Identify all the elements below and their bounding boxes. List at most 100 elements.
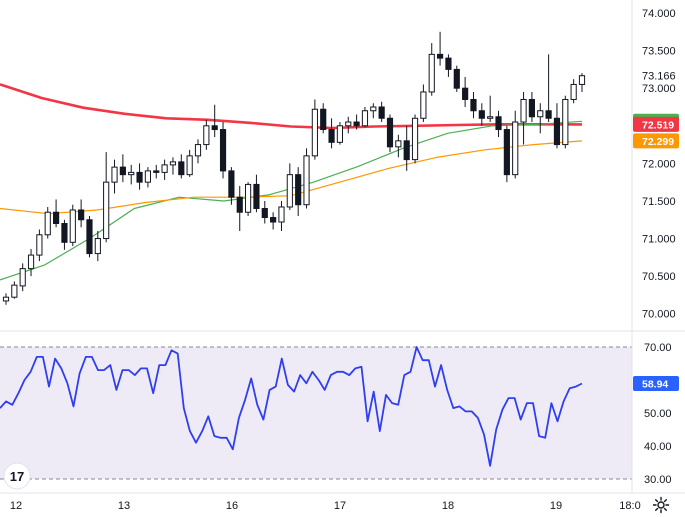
rsi-tick-label: 70.00 xyxy=(644,342,672,354)
rsi-tick-label: 50.00 xyxy=(644,408,672,420)
candle-up xyxy=(311,108,318,157)
candle-down xyxy=(219,129,227,172)
settings-gear-icon[interactable] xyxy=(652,496,670,514)
candle-up xyxy=(169,161,177,166)
price-tick-label: 73.500 xyxy=(642,46,676,58)
candle-down xyxy=(136,171,143,183)
price-tick-label: 70.500 xyxy=(642,271,676,283)
candle-down xyxy=(328,129,335,143)
candle-down xyxy=(445,57,452,70)
candle-down xyxy=(528,98,536,118)
candle-down xyxy=(320,108,327,131)
candle-down xyxy=(436,53,444,59)
candle-up xyxy=(94,238,101,255)
candle-up xyxy=(286,174,293,208)
candle-down xyxy=(228,170,235,198)
candle-down xyxy=(386,117,394,148)
candle-up xyxy=(395,140,402,148)
candle-up xyxy=(2,296,10,302)
candle-up xyxy=(161,164,168,173)
candle-down xyxy=(495,116,502,131)
candle-up xyxy=(244,183,252,213)
price-badge-label: 72.519 xyxy=(642,119,674,131)
time-tick-label: 19 xyxy=(550,500,562,512)
price-tick-label: 72.000 xyxy=(642,158,676,170)
time-tick-label: 18:0 xyxy=(619,500,640,512)
price-tick-label: 73.000 xyxy=(642,83,676,95)
candle-up xyxy=(336,125,344,143)
price-tick-label: 70.000 xyxy=(642,309,676,321)
candle-down xyxy=(378,106,385,119)
candle-down xyxy=(153,170,160,173)
candle-up xyxy=(487,116,494,119)
candle-down xyxy=(236,196,243,213)
candle-down xyxy=(353,121,360,127)
candle-up xyxy=(570,83,577,100)
candle-up xyxy=(278,206,285,223)
candle-up xyxy=(103,181,110,240)
candle-up xyxy=(512,121,519,176)
time-tick-label: 16 xyxy=(226,500,238,512)
candle-up xyxy=(69,209,76,243)
time-axis: 12 13 16 17 18 19 18:0 xyxy=(10,500,641,512)
candle-down xyxy=(478,110,485,119)
candle-up xyxy=(411,117,419,161)
candle-down xyxy=(178,161,185,176)
price-badge-label: 72.299 xyxy=(642,136,674,148)
candle-down xyxy=(52,211,60,225)
time-tick-label: 18 xyxy=(442,500,454,512)
candle-down xyxy=(61,223,68,243)
time-tick-label: 12 xyxy=(10,500,22,512)
candle-up xyxy=(370,106,377,112)
candle-up xyxy=(203,125,210,146)
candle-up xyxy=(111,166,118,183)
candle-down xyxy=(253,183,260,209)
candle-down xyxy=(545,110,552,119)
candle-down xyxy=(86,219,93,255)
candle-down xyxy=(270,216,277,223)
candle-up xyxy=(194,144,202,157)
candle-up xyxy=(44,211,51,236)
candle-up xyxy=(36,234,43,256)
candles xyxy=(2,31,586,305)
candle-down xyxy=(211,125,218,131)
candle-up xyxy=(128,171,135,176)
candle-down xyxy=(462,87,469,100)
time-tick-label: 13 xyxy=(118,500,130,512)
price-axis: 74.00073.50073.00072.50072.00071.50071.0… xyxy=(642,8,676,321)
rsi-series-line xyxy=(0,346,583,467)
candle-up xyxy=(428,53,435,93)
price-tick-label: 71.500 xyxy=(642,196,676,208)
candle-up xyxy=(303,155,310,206)
price-badge xyxy=(633,116,679,132)
rsi-tick-label: 40.00 xyxy=(644,441,672,453)
candle-up xyxy=(19,268,26,287)
candle-up xyxy=(186,155,193,176)
logo-text: 17 xyxy=(10,469,24,484)
rsi-line xyxy=(0,346,583,467)
candle-up xyxy=(537,110,544,118)
candle-down xyxy=(553,117,561,146)
rsi-band xyxy=(0,347,632,479)
candle-up xyxy=(345,121,352,127)
candle-up xyxy=(361,110,369,127)
candle-up xyxy=(520,98,527,123)
tradingview-logo: 17 xyxy=(3,462,31,490)
price-tick-label: 74.000 xyxy=(642,8,676,20)
candle-up xyxy=(27,254,35,270)
candle-down xyxy=(261,207,268,218)
price-tick-label: 71.000 xyxy=(642,234,676,246)
moving-average-line xyxy=(0,83,583,130)
candle-down xyxy=(119,166,126,176)
candle-up xyxy=(420,91,427,119)
rsi-value-badge-label: 58.94 xyxy=(642,378,668,390)
time-tick-label: 17 xyxy=(334,500,346,512)
candle-up xyxy=(562,98,569,146)
candle-down xyxy=(503,129,510,176)
candle-down xyxy=(403,140,410,161)
candle-up xyxy=(11,284,18,298)
rsi-value-badge xyxy=(633,375,679,391)
